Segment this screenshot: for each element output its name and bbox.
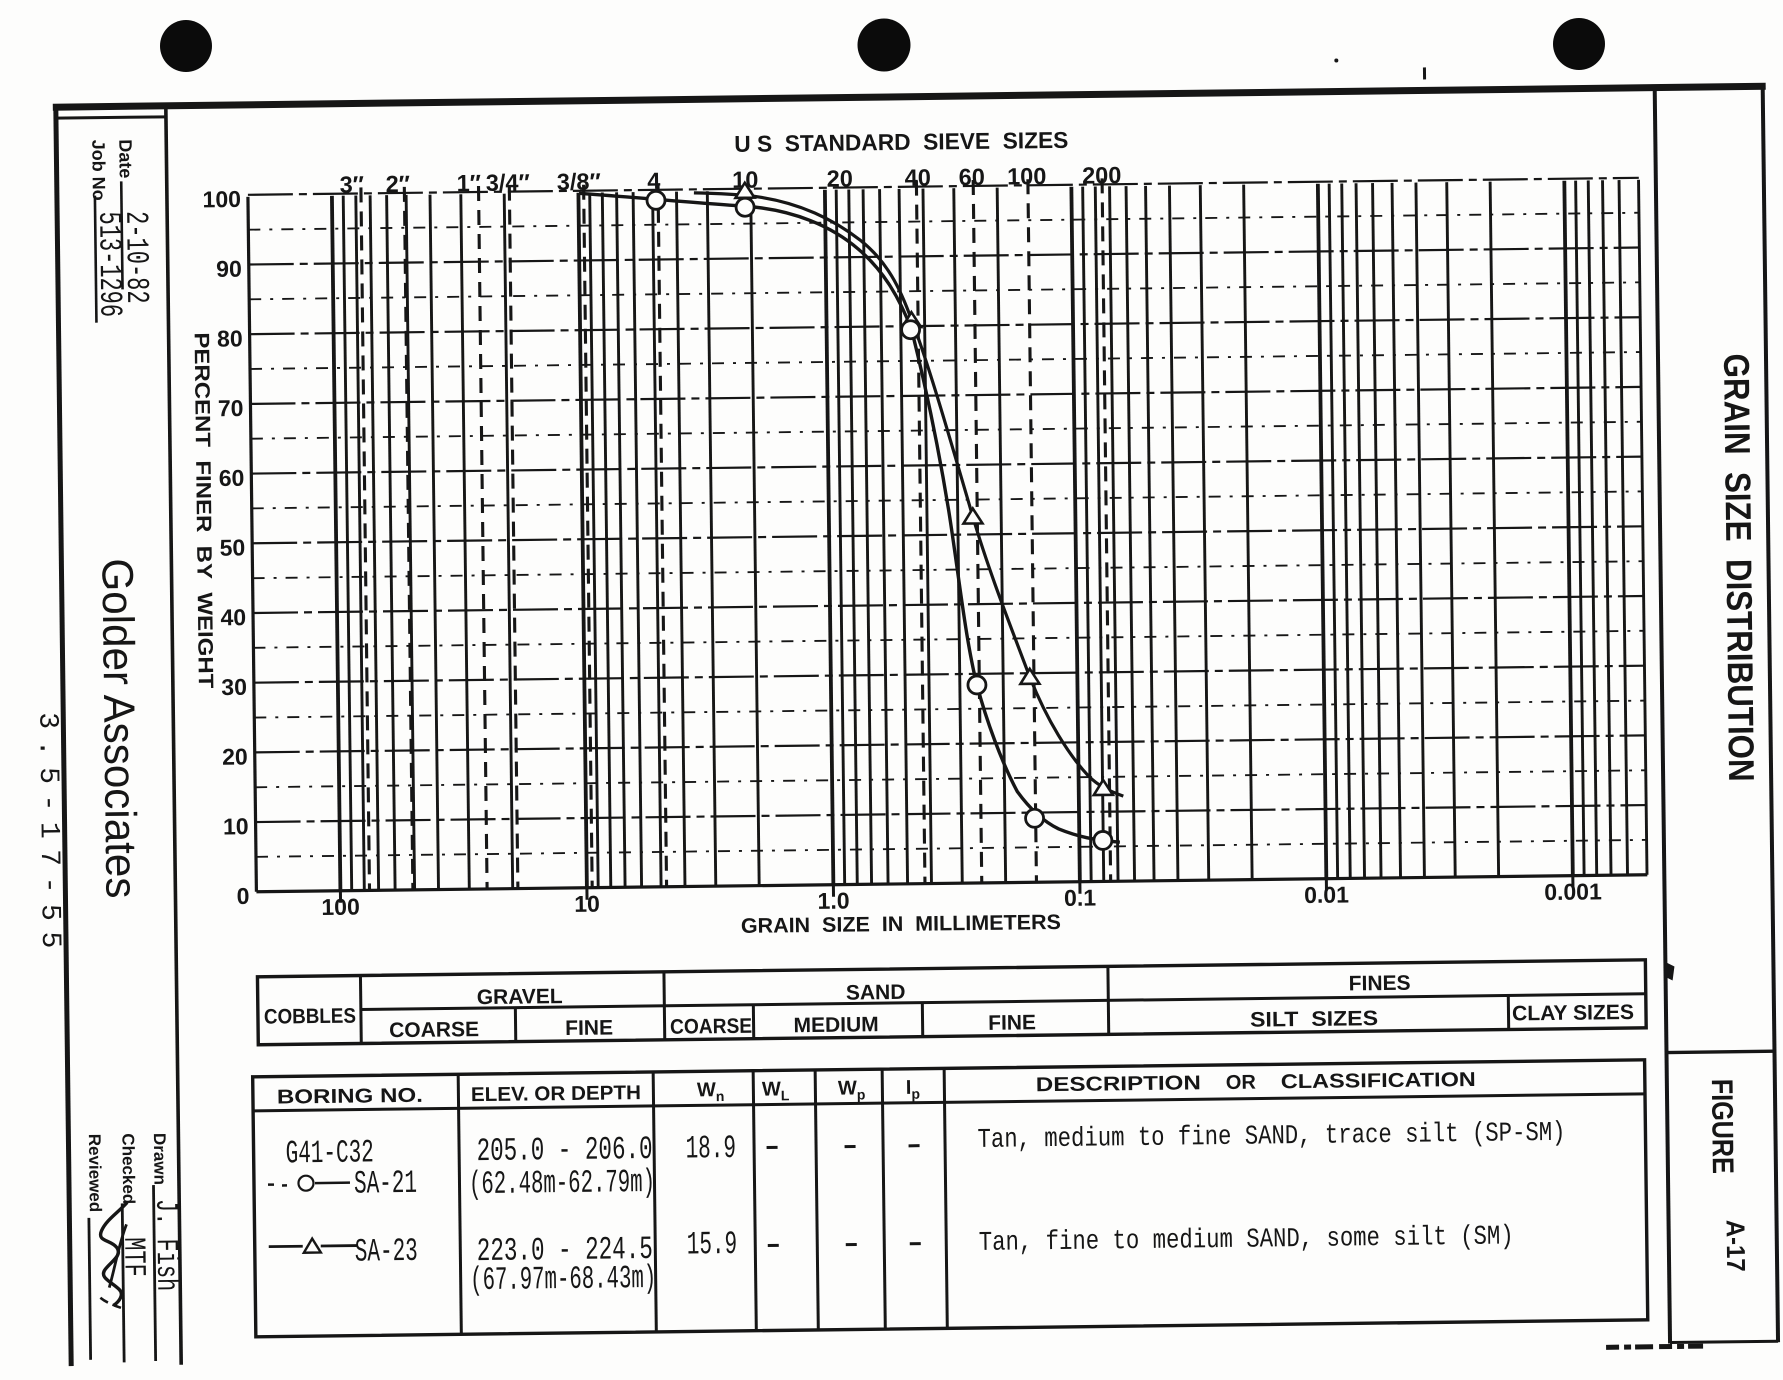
svg-text:FINE: FINE — [988, 1011, 1036, 1035]
svg-text:513-1296: 513-1296 — [90, 211, 127, 317]
svg-text:205.0 - 206.0: 205.0 - 206.0 — [476, 1132, 652, 1171]
svg-text:18.9: 18.9 — [685, 1131, 736, 1168]
svg-text:GRAVEL: GRAVEL — [477, 985, 563, 1009]
svg-text:CLASSIFICATION: CLASSIFICATION — [1281, 1069, 1476, 1093]
svg-text:4: 4 — [647, 168, 660, 194]
svg-text:Reviewed: Reviewed — [85, 1134, 105, 1213]
svg-text:COBBLES: COBBLES — [264, 1005, 356, 1029]
svg-text:80: 80 — [217, 325, 243, 351]
svg-text:0.1: 0.1 — [1064, 885, 1096, 911]
svg-text:ELEV. OR DEPTH: ELEV. OR DEPTH — [471, 1082, 641, 1106]
svg-text:15.9: 15.9 — [687, 1227, 738, 1264]
svg-text:90: 90 — [216, 256, 242, 282]
svg-text:J. Fish: J. Fish — [147, 1199, 183, 1292]
svg-text:10: 10 — [223, 813, 249, 839]
svg-text:SA-23: SA-23 — [355, 1234, 418, 1272]
svg-text:FIGURE: FIGURE — [1705, 1079, 1739, 1174]
svg-text:Checked: Checked — [118, 1133, 138, 1204]
svg-text:(62.48m-62.79m): (62.48m-62.79m) — [469, 1165, 655, 1204]
svg-text:3/8″: 3/8″ — [557, 169, 601, 196]
svg-text:3″: 3″ — [339, 171, 364, 197]
svg-text:2″: 2″ — [385, 171, 410, 197]
svg-text:1″: 1″ — [456, 170, 481, 196]
svg-text:0.01: 0.01 — [1304, 881, 1349, 908]
svg-text:GRAIN SIZE IN MILLIMETERS: GRAIN SIZE IN MILLIMETERS — [741, 911, 1061, 938]
svg-text:Tan, medium to fine SAND, trac: Tan, medium to fine SAND, trace silt (SP… — [977, 1119, 1565, 1156]
svg-text:COARSE: COARSE — [389, 1018, 479, 1042]
svg-text:Date: Date — [115, 139, 135, 178]
svg-text:DESCRIPTION: DESCRIPTION — [1036, 1072, 1201, 1096]
svg-text:20: 20 — [827, 165, 853, 191]
svg-text:SA-21: SA-21 — [354, 1166, 417, 1204]
svg-text:0.001: 0.001 — [1544, 878, 1602, 905]
svg-text:(67.97m-68.43m): (67.97m-68.43m) — [470, 1261, 656, 1300]
svg-text:223.0 - 224.5: 223.0 - 224.5 — [477, 1232, 653, 1271]
svg-text:Drawn: Drawn — [150, 1133, 170, 1185]
svg-text:SILT SIZES: SILT SIZES — [1250, 1007, 1378, 1032]
svg-text:10: 10 — [574, 891, 600, 917]
svg-text:Job No: Job No — [88, 140, 109, 201]
svg-text:100: 100 — [1007, 163, 1047, 189]
svg-text:40: 40 — [905, 164, 931, 190]
svg-text:CLAY SIZES: CLAY SIZES — [1512, 1001, 1634, 1025]
svg-text:60: 60 — [959, 164, 985, 190]
svg-text:Tan, fine to medium SAND, some: Tan, fine to medium SAND, some silt (SM) — [979, 1222, 1514, 1259]
svg-text:3/4″: 3/4″ — [486, 169, 530, 196]
svg-text:OR: OR — [1226, 1072, 1257, 1094]
svg-text:G41-C32: G41-C32 — [285, 1135, 374, 1173]
svg-text:3.5-17-55: 3.5-17-55 — [31, 712, 65, 948]
svg-text:PERCENT FINER BY WEIGHT: PERCENT FINER BY WEIGHT — [190, 332, 217, 688]
svg-text:200: 200 — [1082, 162, 1122, 188]
svg-text:FINES: FINES — [1349, 972, 1411, 996]
svg-text:GRAIN SIZE DISTRIBUTION: GRAIN SIZE DISTRIBUTION — [1716, 353, 1762, 781]
svg-text:SAND: SAND — [846, 981, 906, 1005]
svg-text:Golder Associates: Golder Associates — [92, 558, 145, 899]
svg-text:2-10-82: 2-10-82 — [117, 211, 154, 304]
svg-text:100: 100 — [321, 894, 360, 920]
svg-text:20: 20 — [222, 743, 248, 769]
svg-text:FINE: FINE — [565, 1016, 613, 1040]
svg-text:COARSE: COARSE — [670, 1015, 752, 1039]
svg-text:BORING NO.: BORING NO. — [277, 1085, 423, 1109]
svg-text:50: 50 — [219, 534, 245, 560]
svg-text:MEDIUM: MEDIUM — [793, 1013, 878, 1037]
svg-text:70: 70 — [218, 395, 244, 421]
svg-text:30: 30 — [221, 674, 247, 700]
svg-text:A-17: A-17 — [1721, 1220, 1752, 1272]
svg-text:U S STANDARD SIEVE SIZES: U S STANDARD SIEVE SIZES — [734, 127, 1068, 157]
svg-text:40: 40 — [220, 604, 246, 630]
svg-text:1.0: 1.0 — [817, 888, 849, 914]
svg-text:60: 60 — [219, 465, 245, 491]
svg-text:100: 100 — [202, 186, 241, 212]
svg-text:0: 0 — [237, 883, 250, 909]
